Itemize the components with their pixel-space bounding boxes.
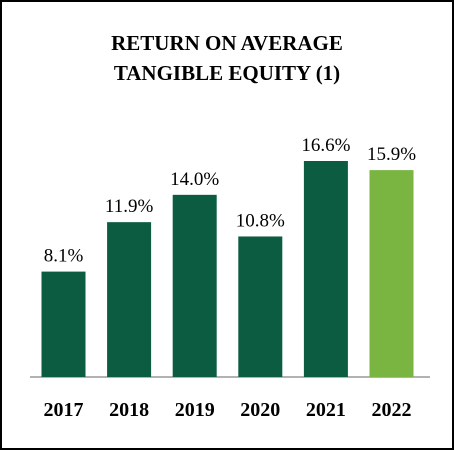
x-tick-label: 2022 [372, 399, 412, 421]
x-tick-label: 2020 [240, 399, 280, 421]
value-label: 10.8% [236, 210, 285, 231]
value-label: 8.1% [44, 246, 84, 267]
bar [172, 194, 217, 377]
x-tick-label: 2021 [306, 399, 346, 421]
value-label: 11.9% [105, 196, 154, 217]
x-tick-label: 2017 [44, 399, 84, 421]
value-label: 16.6% [301, 135, 350, 156]
bar [369, 170, 414, 377]
value-label: 15.9% [367, 144, 416, 165]
bar [303, 161, 348, 377]
x-tick-label: 2019 [175, 399, 215, 421]
value-label: 14.0% [170, 169, 219, 190]
x-tick-label: 2018 [109, 399, 149, 421]
chart-title: RETURN ON AVERAGE [111, 31, 343, 55]
bar [41, 271, 86, 377]
chart-title: TANGIBLE EQUITY (1) [114, 61, 340, 85]
bar [238, 236, 283, 377]
bar [107, 222, 152, 377]
